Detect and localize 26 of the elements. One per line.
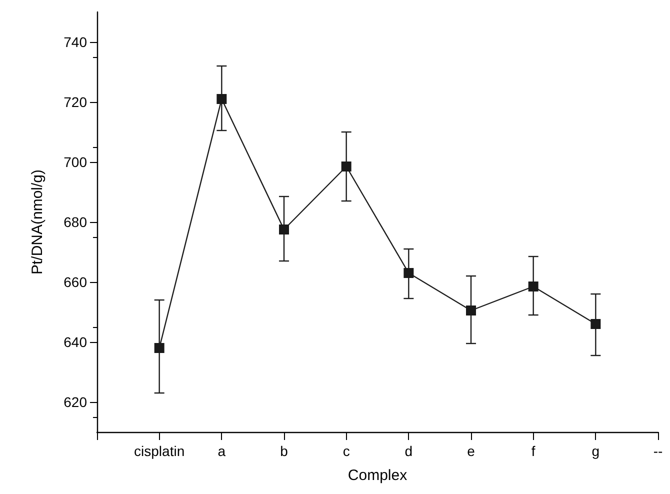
point bbox=[341, 162, 352, 172]
x-tick-label: c bbox=[342, 443, 350, 459]
y-tick-label: 660 bbox=[64, 274, 88, 290]
y-tick-label: 740 bbox=[64, 34, 88, 50]
point bbox=[154, 343, 164, 353]
point bbox=[528, 282, 538, 292]
x-tick-label: f bbox=[531, 443, 536, 459]
x-tick-label: b bbox=[280, 443, 288, 459]
x-tick-label: cisplatin bbox=[134, 443, 185, 459]
y-tick-label: 620 bbox=[64, 394, 88, 410]
x-tick-label: g bbox=[592, 443, 600, 459]
y-tick-label: 680 bbox=[64, 214, 88, 230]
y-axis-title: Pt/DNA(nmol/g) bbox=[29, 169, 46, 275]
x-tick-label: e bbox=[467, 443, 476, 459]
x-tick-label: a bbox=[218, 443, 226, 459]
point bbox=[216, 94, 227, 104]
point bbox=[404, 268, 414, 278]
y-tick-label: 640 bbox=[64, 334, 88, 350]
y-tick-label: 700 bbox=[64, 154, 88, 170]
point bbox=[466, 306, 476, 316]
x-tick-label: -- bbox=[653, 443, 663, 459]
point bbox=[590, 319, 601, 329]
x-tick-label: d bbox=[404, 443, 413, 459]
point bbox=[279, 224, 289, 234]
y-tick-label: 720 bbox=[64, 94, 88, 110]
x-axis-title: Complex bbox=[348, 467, 408, 484]
